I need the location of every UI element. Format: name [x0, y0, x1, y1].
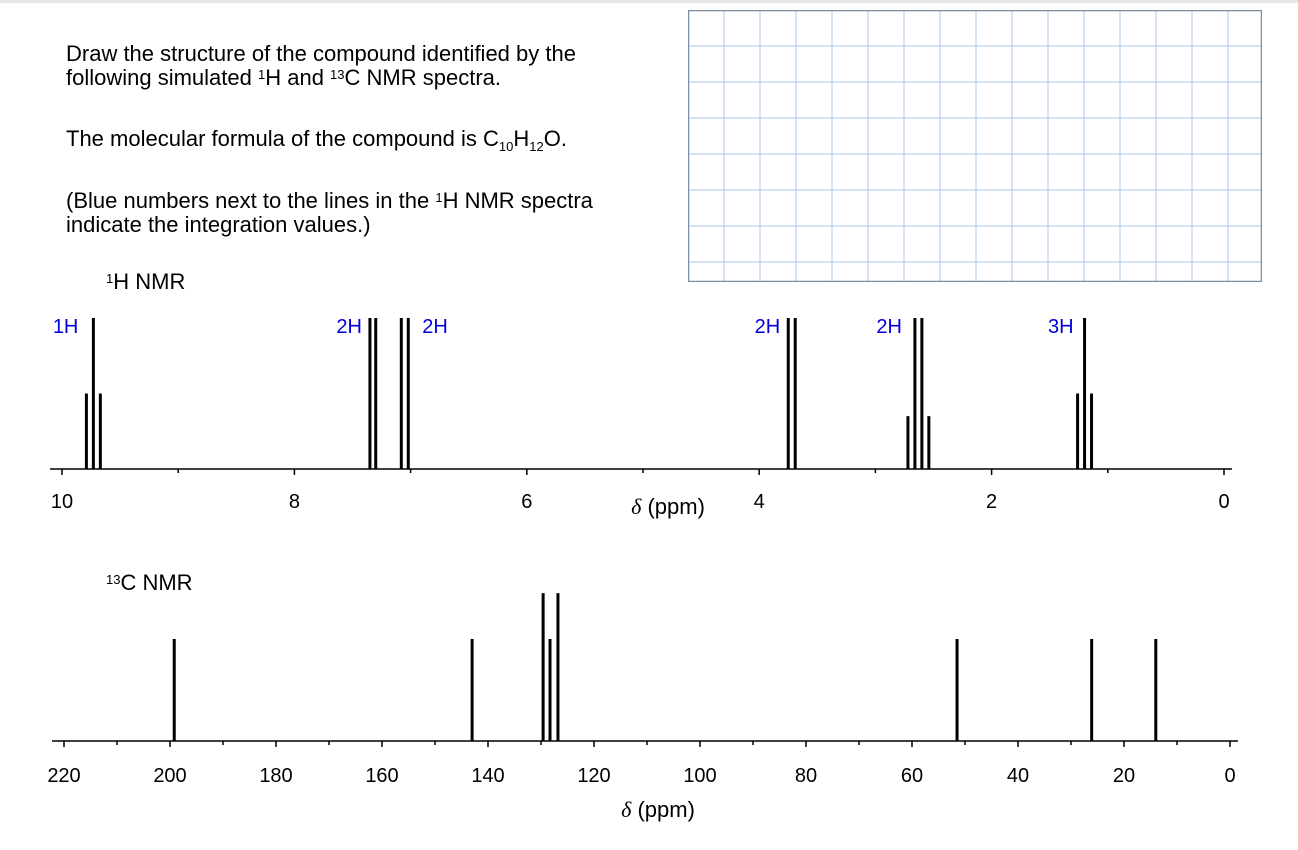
formula-c-count: 10: [498, 139, 514, 154]
formula-post: O.: [543, 126, 567, 151]
drawing-grid[interactable]: [688, 10, 1262, 282]
formula-h-count: 12: [529, 139, 544, 154]
x-tick-label: 6: [521, 491, 532, 513]
note-line-2: indicate the integration values.): [66, 212, 371, 237]
top-rule: [0, 0, 1298, 3]
question-line-1: Draw the structure of the compound ident…: [66, 41, 576, 66]
note-sup-1: 1: [435, 190, 443, 205]
c-nmr-label-sup: 13: [106, 572, 121, 587]
h-nmr-label: 1H NMR: [106, 270, 185, 294]
x-axis-label: δ (ppm): [621, 797, 695, 822]
h-nmr-integration-label: 2H: [422, 316, 448, 338]
x-tick-label: 20: [1113, 765, 1135, 787]
h-nmr-integration-label: 2H: [336, 316, 362, 338]
x-axis-label: δ (ppm): [631, 494, 705, 519]
sup-13: 13: [330, 67, 345, 82]
question-line-2a: following simulated: [66, 65, 258, 90]
integration-note: (Blue numbers next to the lines in the 1…: [66, 189, 676, 237]
question-line-2b: H and: [265, 65, 331, 90]
formula-h-letter: H: [513, 126, 530, 151]
x-tick-label: 140: [471, 765, 504, 787]
x-tick-label: 80: [795, 765, 817, 787]
x-tick-label: 180: [259, 765, 292, 787]
x-tick-label: 120: [577, 765, 610, 787]
x-tick-label: 0: [1224, 765, 1235, 787]
question-line-2c: C NMR spectra.: [344, 65, 501, 90]
x-tick-label: 0: [1218, 491, 1229, 513]
x-tick-label: 100: [683, 765, 716, 787]
h-nmr-spectrum: 10 8 6 4 2 0 δ (ppm) 1H 2H 2H 2H 2H 3H: [50, 316, 1232, 519]
h-nmr-label-text: H NMR: [113, 269, 186, 294]
note-line-1a: (Blue numbers next to the lines in the: [66, 188, 436, 213]
x-tick-label: 2: [986, 491, 997, 513]
h-nmr-integration-label: 1H: [53, 316, 79, 338]
x-tick-label: 4: [754, 491, 765, 513]
x-tick-label: 200: [153, 765, 186, 787]
x-tick-label: 220: [47, 765, 80, 787]
x-tick-label: 8: [289, 491, 300, 513]
grid-border: [688, 10, 1262, 282]
x-tick-label: 60: [901, 765, 923, 787]
note-line-1b: H NMR spectra: [442, 188, 593, 213]
h-nmr-integration-label: 3H: [1048, 316, 1074, 338]
x-tick-label: 40: [1007, 765, 1029, 787]
c-nmr-label: 13C NMR: [106, 571, 193, 595]
h-nmr-integration-label: 2H: [755, 316, 781, 338]
c-nmr-label-text: C NMR: [120, 570, 193, 595]
formula-text: The molecular formula of the compound is…: [66, 126, 567, 155]
formula-pre: The molecular formula of the compound is…: [66, 126, 499, 151]
h-nmr-label-sup: 1: [106, 271, 114, 286]
x-tick-label: 160: [365, 765, 398, 787]
question-text: Draw the structure of the compound ident…: [66, 42, 666, 90]
h-nmr-integration-label: 2H: [876, 316, 902, 338]
sup-1: 1: [257, 67, 266, 82]
x-tick-label: 10: [51, 491, 73, 513]
